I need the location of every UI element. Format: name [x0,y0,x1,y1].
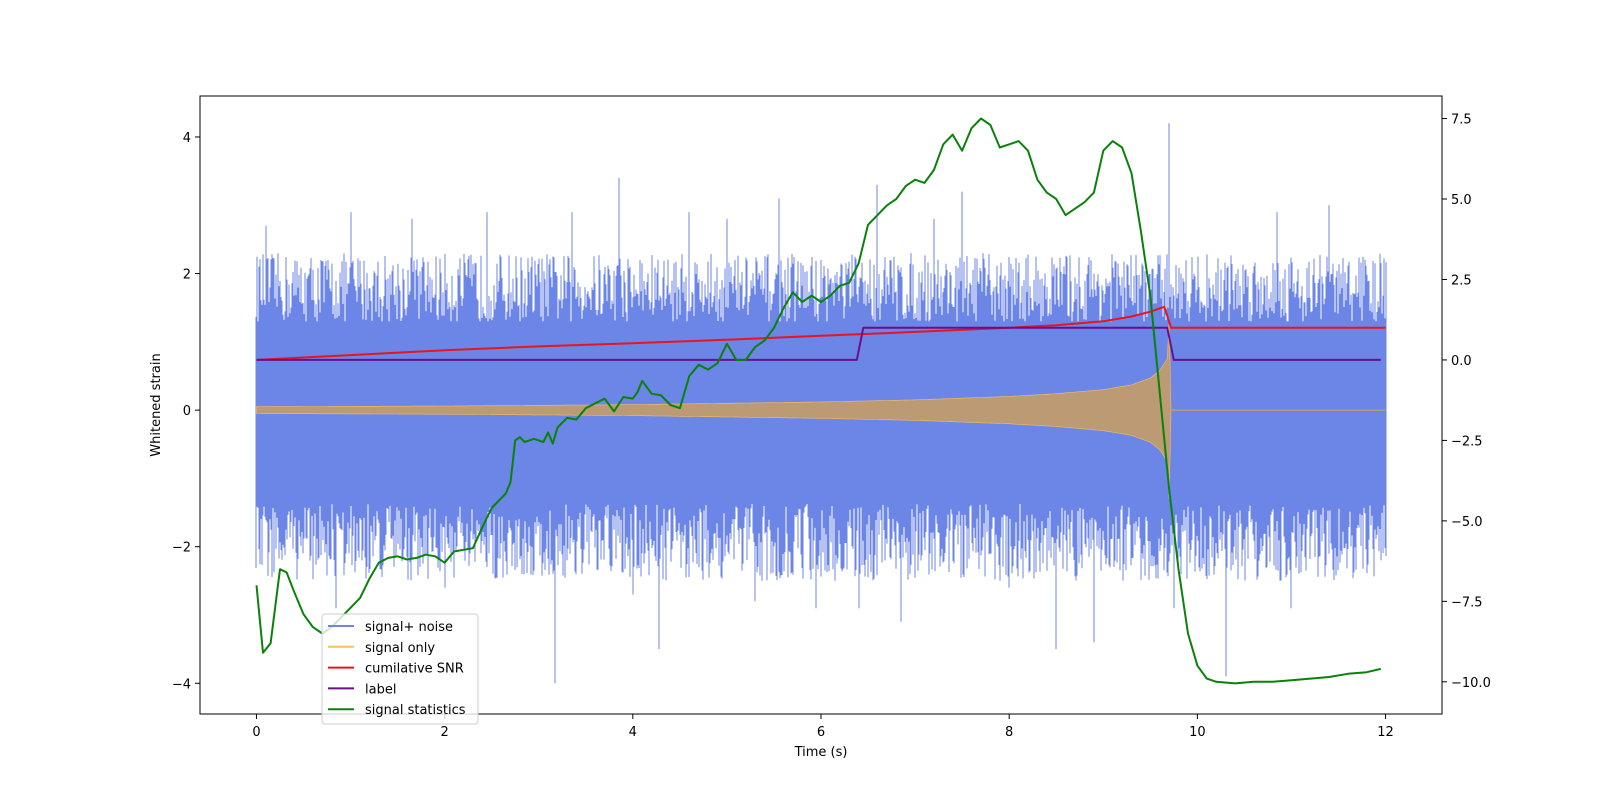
x-axis: 0 2 4 6 8 10 12 [252,714,1394,740]
legend: signal+ noise signal only cumilative SNR la… [321,613,479,725]
y-tick-label: 2 [183,268,191,283]
y2-tick-label: 2.5 [1451,273,1472,288]
x-axis-title: Time (s) [794,745,848,760]
y-axis-right: −10.0 −7.5 −5.0 −2.5 0.0 2.5 5.0 7.5 [1442,113,1491,691]
x-tick-label: 10 [1189,725,1206,740]
x-tick-label: 2 [440,725,448,740]
x-tick-label: 4 [629,725,637,740]
y-axis-left: −4 −2 0 2 4 [172,131,200,692]
y2-tick-label: −2.5 [1451,434,1483,449]
y2-tick-label: 5.0 [1451,193,1472,208]
y-tick-label: 4 [183,131,191,146]
y-tick-label: −4 [172,677,191,692]
y-tick-label: 0 [183,404,191,419]
legend-label: label [365,682,396,697]
x-tick-label: 8 [1005,725,1013,740]
y2-tick-label: 0.0 [1451,354,1472,369]
label-series [256,326,1381,361]
legend-label: cumilative SNR [365,662,464,677]
y2-tick-label: −5.0 [1451,515,1483,530]
legend-label: signal statistics [365,703,466,718]
y2-tick-label: 7.5 [1451,113,1472,128]
y2-tick-label: −10.0 [1451,676,1491,691]
signal-statistics-series [255,117,1382,685]
x-tick-label: 0 [252,725,260,740]
cumulative-snr-series [256,305,1386,361]
legend-label: signal+ noise [365,620,453,635]
y-axis-title: Whitened strain [149,353,164,456]
y-tick-label: −2 [172,541,191,556]
x-tick-label: 12 [1377,725,1394,740]
legend-label: signal only [365,641,435,656]
y2-tick-label: −7.5 [1451,595,1483,610]
legend-box [321,613,479,725]
plot-area [255,117,1387,685]
x-tick-label: 6 [817,725,825,740]
